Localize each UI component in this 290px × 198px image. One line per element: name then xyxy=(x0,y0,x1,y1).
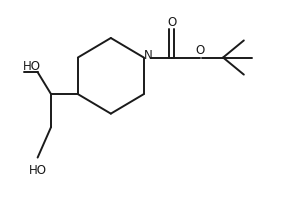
Text: O: O xyxy=(195,44,204,57)
Text: N: N xyxy=(144,49,153,62)
Text: O: O xyxy=(167,16,177,29)
Text: HO: HO xyxy=(23,60,41,73)
Text: HO: HO xyxy=(29,164,47,177)
